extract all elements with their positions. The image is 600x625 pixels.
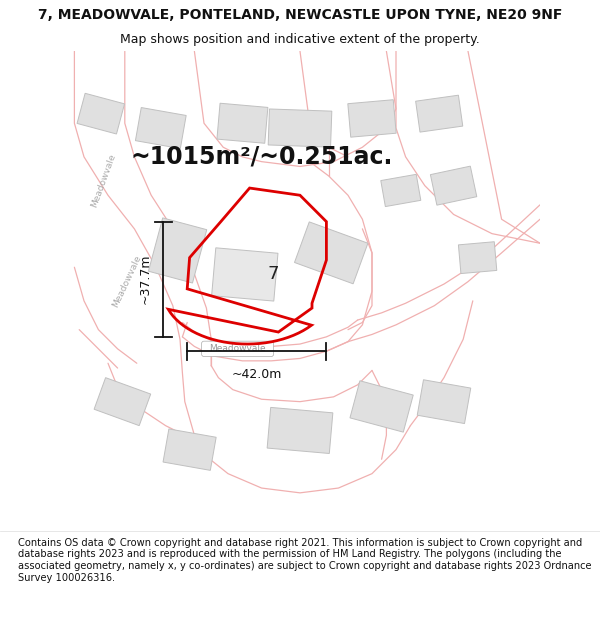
Polygon shape [350, 381, 413, 432]
Polygon shape [77, 93, 125, 134]
Polygon shape [212, 248, 278, 301]
Polygon shape [417, 380, 471, 424]
Polygon shape [163, 429, 216, 471]
Polygon shape [295, 222, 368, 284]
Text: ~42.0m: ~42.0m [232, 368, 282, 381]
FancyBboxPatch shape [202, 341, 274, 356]
Polygon shape [217, 103, 268, 143]
Polygon shape [381, 174, 421, 207]
Text: Meadowvale: Meadowvale [89, 152, 117, 209]
Polygon shape [416, 95, 463, 132]
Polygon shape [267, 408, 333, 454]
Text: ~37.7m: ~37.7m [139, 254, 151, 304]
Polygon shape [348, 100, 396, 137]
Text: Contains OS data © Crown copyright and database right 2021. This information is : Contains OS data © Crown copyright and d… [18, 538, 592, 582]
Text: Meadowvale: Meadowvale [209, 344, 266, 353]
Text: 7, MEADOWVALE, PONTELAND, NEWCASTLE UPON TYNE, NE20 9NF: 7, MEADOWVALE, PONTELAND, NEWCASTLE UPON… [38, 8, 562, 22]
Polygon shape [268, 109, 332, 147]
Polygon shape [136, 107, 186, 149]
Polygon shape [430, 166, 477, 205]
Polygon shape [458, 242, 497, 274]
Text: ~1015m²/~0.251ac.: ~1015m²/~0.251ac. [130, 145, 393, 169]
Text: Map shows position and indicative extent of the property.: Map shows position and indicative extent… [120, 34, 480, 46]
Polygon shape [148, 218, 207, 283]
Text: 7: 7 [268, 266, 280, 284]
Polygon shape [94, 378, 151, 426]
Text: Meadowvale: Meadowvale [111, 254, 143, 309]
